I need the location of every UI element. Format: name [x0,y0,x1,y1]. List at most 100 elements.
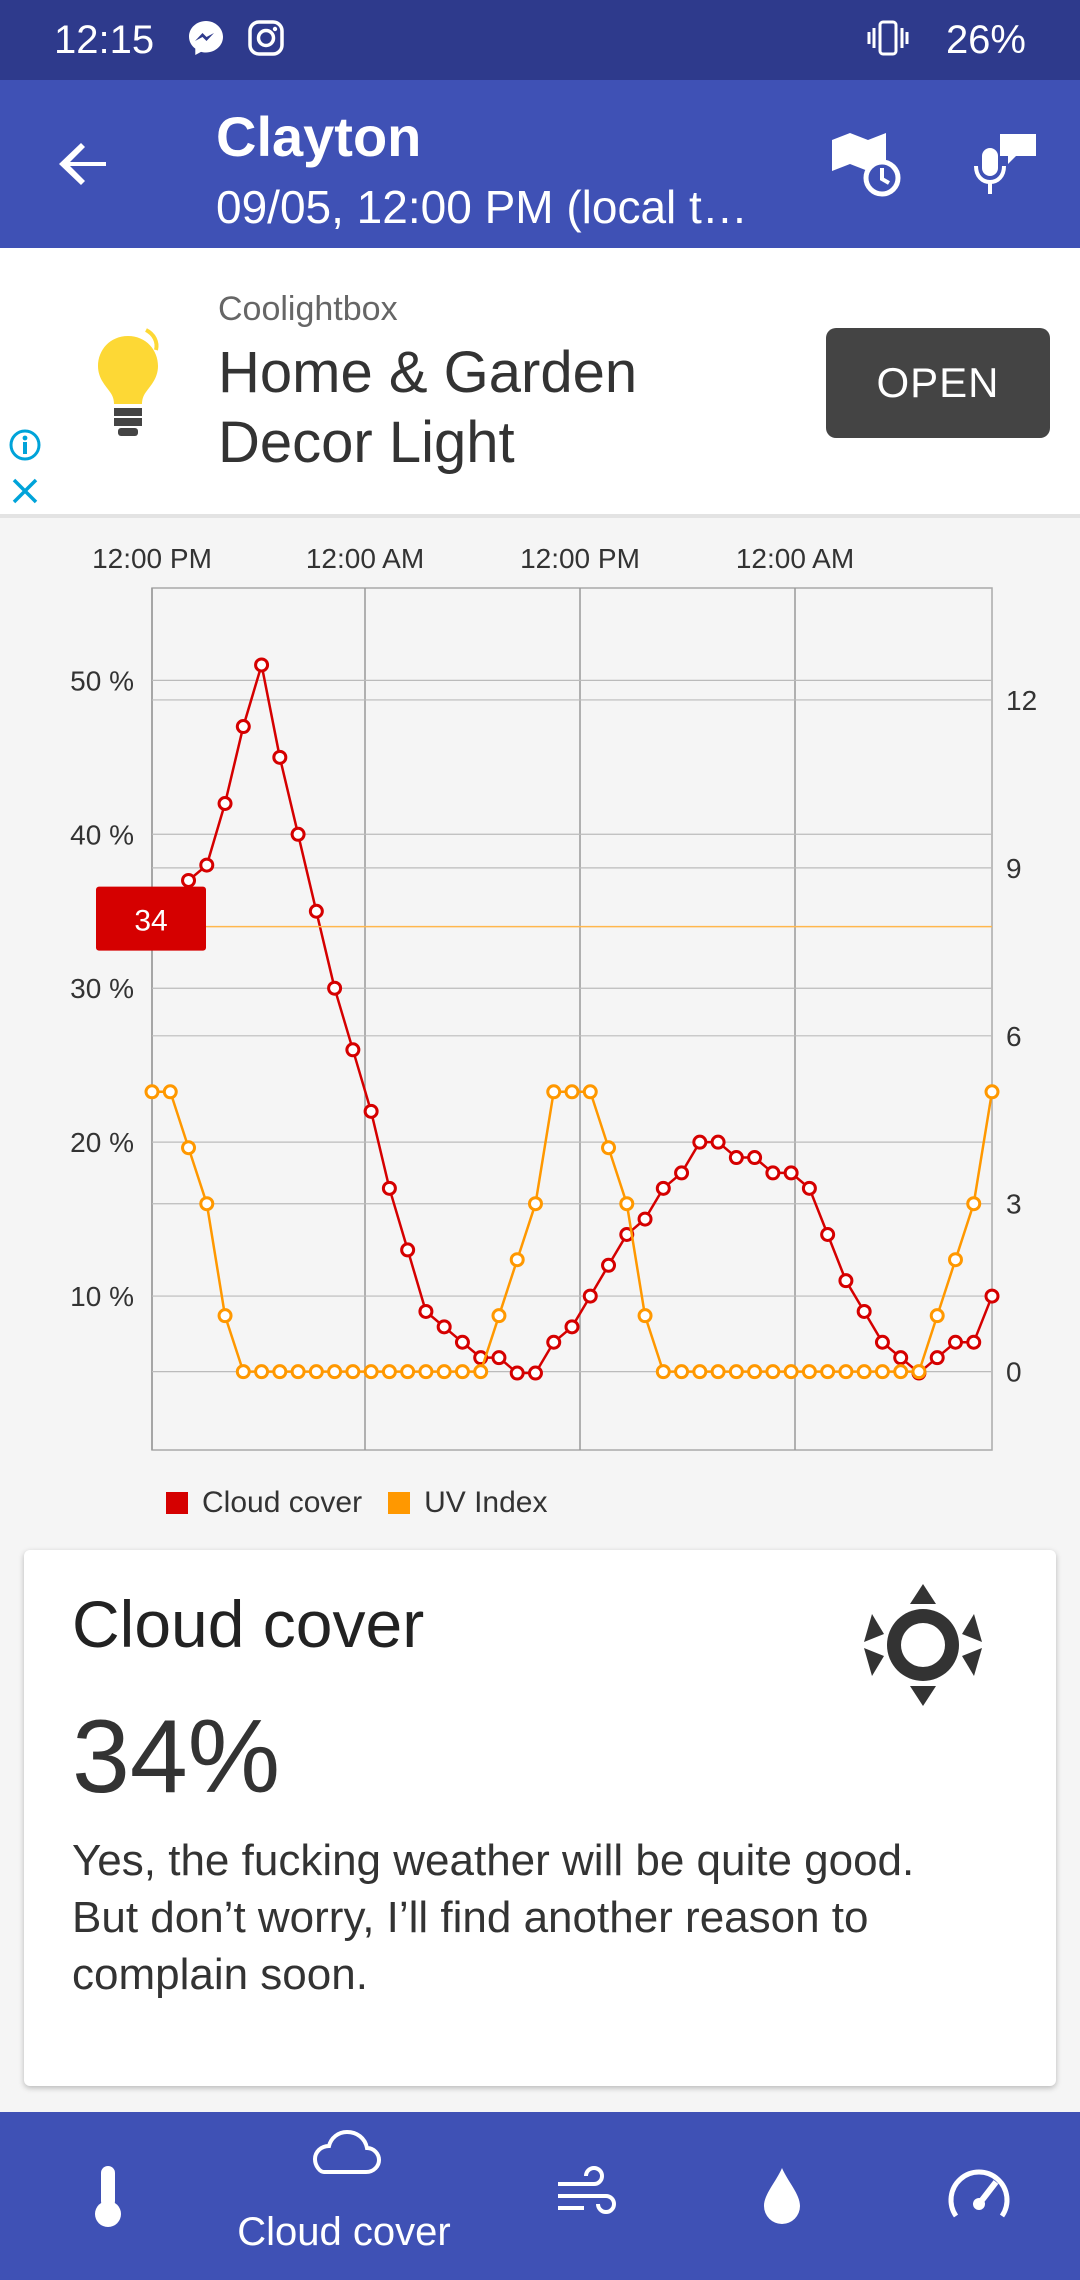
chart-series [144,657,1000,1381]
data-point-cloud-cover [710,1134,726,1150]
data-point-uv-index [619,1196,635,1212]
app-bar: Clayton 09/05, 12:00 PM (local t… [0,80,1080,248]
nav-temperature[interactable] [0,2112,216,2280]
data-point-cloud-cover [637,1211,653,1227]
drop-icon [764,2168,800,2224]
data-point-uv-index [710,1364,726,1380]
lightbulb-logo-icon [98,328,159,436]
chart-canvas[interactable]: 12:00 PM 12:00 AM 12:00 PM 12:00 AM 50 % 40 … [0,518,1080,1478]
ad-close-icon[interactable] [8,474,42,508]
data-point-uv-index [966,1196,982,1212]
y-axis-left-labels: 50 % 40 % 30 % 20 % 10 % [70,665,134,1312]
status-bar: 12:15 26% [0,0,1080,80]
data-point-cloud-cover [893,1350,909,1366]
data-point-cloud-cover [345,1042,361,1058]
data-point-uv-index [692,1364,708,1380]
data-point-cloud-cover [929,1350,945,1366]
data-point-cloud-cover [655,1180,671,1196]
data-point-uv-index [947,1252,963,1268]
forecast-time-subtitle: 09/05, 12:00 PM (local t… [216,181,748,233]
data-point-cloud-cover [327,980,343,996]
data-point-cloud-cover [747,1150,763,1166]
x-tick-label: 12:00 PM [92,543,212,574]
legend-label-cloud-cover: Cloud cover [202,1486,363,1519]
data-point-uv-index [491,1308,507,1324]
data-point-cloud-cover [235,719,251,735]
battery-level: 26% [945,18,1026,62]
data-point-uv-index [856,1364,872,1380]
data-point-cloud-cover [820,1227,836,1242]
data-point-uv-index [181,1140,197,1156]
data-point-cloud-cover [436,1319,452,1335]
series-line-cloud-cover [152,664,994,1375]
data-point-uv-index [728,1364,744,1380]
x-tick-label: 12:00 AM [306,543,424,574]
data-point-uv-index [144,1084,160,1100]
data-point-cloud-cover [454,1334,470,1350]
data-point-cloud-cover [418,1303,434,1319]
data-point-cloud-cover [363,1103,379,1119]
data-point-uv-index [254,1364,270,1380]
y-right-tick-label: 9 [1006,853,1022,884]
legend-swatch-uv-index [388,1492,411,1514]
legend-item-cloud-cover: Cloud cover [166,1486,362,1520]
y-left-tick-label: 20 % [70,1127,134,1158]
data-point-uv-index [272,1364,288,1380]
bottom-navigation: Cloud cover [0,2112,1080,2280]
data-point-cloud-cover [181,872,197,888]
cloud-icon [312,2129,382,2174]
data-point-uv-index [162,1084,178,1100]
data-point-cloud-cover [491,1350,507,1366]
data-point-uv-index [363,1364,379,1380]
ad-headline[interactable]: Home & Garden Decor Light [218,340,638,475]
data-point-uv-index [765,1364,781,1380]
chart-grid [151,587,993,1451]
y-right-tick-label: 3 [1006,1189,1022,1220]
data-point-uv-index [509,1252,525,1268]
current-value-badge [96,886,206,951]
wind-icon [558,2166,616,2214]
nav-cloud-cover[interactable]: Cloud cover [236,2112,452,2280]
map-history-icon[interactable] [826,126,902,202]
data-point-cloud-cover [947,1334,963,1350]
ad-info-icon[interactable] [8,428,42,462]
chart-legend: Cloud cover UV Index [166,1486,547,1520]
ad-open-button[interactable]: OPEN [826,328,1050,438]
y-right-tick-label: 6 [1006,1021,1022,1052]
data-point-uv-index [783,1364,799,1380]
voice-feedback-icon[interactable] [966,126,1042,202]
data-point-uv-index [637,1308,653,1324]
nav-wind[interactable] [480,2112,696,2280]
data-point-uv-index [217,1308,233,1324]
data-point-uv-index [454,1364,470,1380]
data-point-cloud-cover [509,1365,525,1381]
weather-chart[interactable]: 12:00 PM 12:00 AM 12:00 PM 12:00 AM 50 % 40 … [0,518,1080,1538]
messenger-icon [189,21,223,55]
data-point-cloud-cover [272,749,288,765]
y-axis-right-labels: 12 9 6 3 0 [1006,685,1037,1388]
data-point-uv-index [929,1308,945,1324]
y-right-tick-label: 12 [1006,685,1037,716]
gauge-icon [948,2169,1010,2218]
ad-advertiser: Coolightbox [218,290,398,328]
data-point-uv-index [400,1364,416,1380]
data-point-uv-index [984,1084,1000,1100]
legend-swatch-cloud-cover [166,1492,188,1514]
legend-item-uv-index: UV Index [388,1486,547,1520]
nav-pressure[interactable] [870,2112,1080,2280]
data-point-cloud-cover [674,1165,690,1181]
data-point-uv-index [327,1364,343,1380]
data-point-cloud-cover [765,1165,781,1181]
data-point-uv-index [655,1364,671,1380]
data-point-uv-index [801,1364,817,1380]
card-description: Yes, the fucking weather will be quite g… [72,1836,915,1999]
data-point-cloud-cover [783,1165,799,1181]
data-point-cloud-cover [601,1257,617,1273]
x-tick-label: 12:00 PM [520,543,640,574]
nav-precipitation[interactable] [676,2112,892,2280]
ad-banner[interactable]: Coolightbox Home & Garden Decor Light OP… [0,248,1080,518]
back-arrow-icon[interactable] [52,132,116,196]
data-point-cloud-cover [400,1242,416,1258]
cloud-cover-card: Cloud cover 34% Yes, the fucking weather… [24,1550,1056,2086]
data-point-uv-index [527,1196,543,1212]
